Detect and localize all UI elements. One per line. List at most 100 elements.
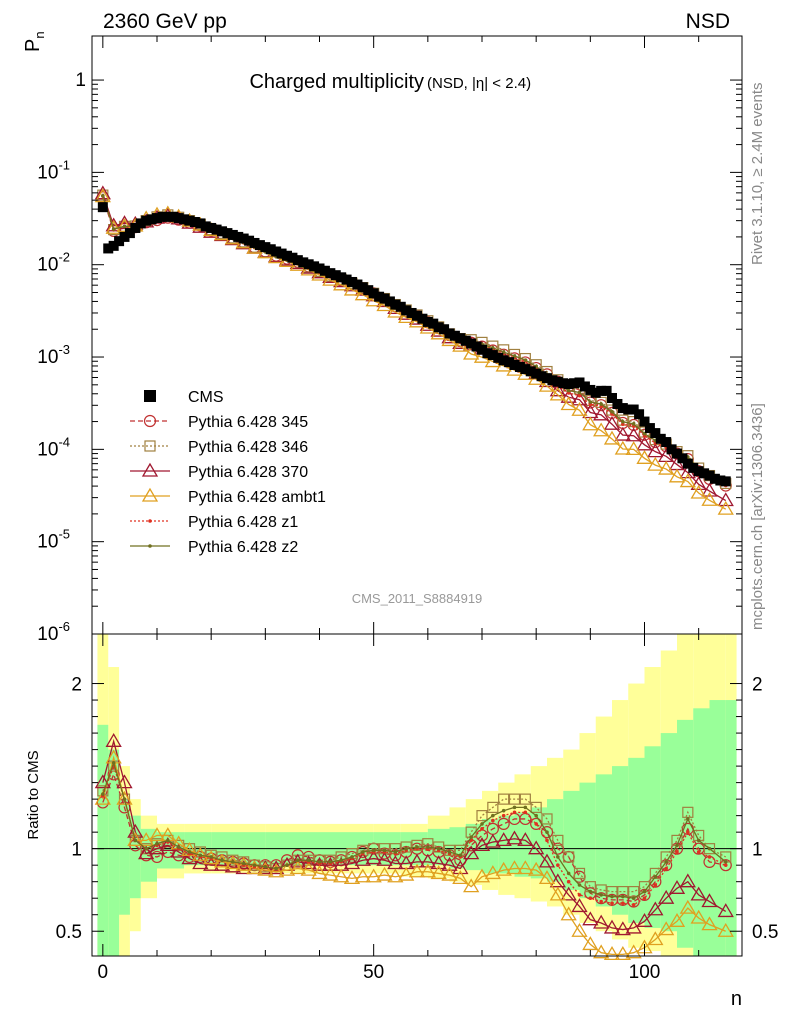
cms-point (108, 240, 119, 251)
ratio-series-marker (519, 793, 531, 805)
cms-point (650, 428, 661, 439)
main-series-2 (94, 185, 734, 507)
main-series-marker (116, 218, 133, 233)
cms-point (531, 368, 542, 379)
ratio-series-marker (588, 889, 593, 894)
ratio-series-marker (495, 832, 512, 847)
uncertainty-band-inner (129, 815, 141, 899)
ratio-series-marker (577, 893, 582, 897)
ratio-series-marker (452, 870, 469, 885)
main-series-marker (571, 401, 588, 416)
ratio-series-marker (647, 901, 664, 916)
cms-point (536, 371, 547, 382)
ratio-series-marker (398, 866, 415, 881)
uncertainty-band-inner (595, 774, 612, 907)
cms-point (525, 366, 536, 377)
uncertainty-band-inner (514, 812, 531, 877)
cms-point (238, 233, 249, 244)
ratio-series-marker (198, 853, 203, 858)
ratio-series-marker (582, 936, 599, 951)
uncertainty-band-inner (108, 749, 120, 956)
uncertainty-band-inner (579, 782, 596, 899)
cms-point (715, 475, 726, 486)
cms-point (569, 378, 580, 389)
main-series-marker (523, 358, 528, 362)
cms-point (428, 318, 439, 329)
cms-point (704, 470, 715, 481)
beam-label: 2360 GeV pp (103, 10, 227, 33)
main-series-marker (566, 388, 571, 393)
cms-point (514, 361, 525, 372)
ratio-series-marker (127, 823, 144, 838)
main-series-marker (717, 500, 734, 515)
ratio-series-marker (523, 805, 528, 810)
cms-point (688, 462, 699, 473)
ratio-series-marker (501, 813, 506, 818)
ratio-ytick-label-right: 0.5 (752, 922, 778, 943)
ratio-series-marker (289, 860, 306, 875)
ratio-series-marker (148, 827, 166, 842)
ratio-series-marker (170, 843, 187, 858)
cms-point (341, 274, 352, 285)
legend-marker (148, 519, 152, 523)
ratio-xtick-label: 100 (629, 962, 661, 983)
cms-point (260, 242, 271, 253)
main-series-marker (614, 426, 631, 441)
ratio-series-marker (517, 832, 534, 847)
cms-point (563, 379, 574, 390)
mcplots-ref-text: mcplots.cern.ch [arXiv:1306.3436] (749, 403, 766, 630)
ratio-series-marker (361, 850, 365, 854)
ratio-series-marker (333, 868, 350, 883)
ratio-series-marker (534, 813, 538, 818)
ratio-series-marker (528, 840, 545, 855)
legend-marker (148, 544, 152, 548)
ratio-series-marker (621, 894, 625, 899)
ratio-series-marker (181, 850, 198, 865)
cms-point (433, 322, 444, 333)
ratio-series-marker (538, 870, 556, 885)
ratio-series-marker (480, 822, 484, 826)
ratio-series-marker (631, 903, 636, 907)
ratio-series-marker (476, 810, 488, 822)
ratio-series-marker (227, 854, 239, 866)
cms-point (672, 448, 682, 459)
ratio-series-marker (556, 855, 560, 859)
cms-point (471, 341, 482, 352)
main-ytick-label: 10-4 (37, 434, 70, 460)
main-series-marker (588, 400, 593, 404)
main-series-marker (679, 473, 696, 488)
ratio-series-marker (274, 866, 278, 871)
ratio-xtick-label: 0 (98, 962, 109, 983)
cms-point (390, 299, 401, 310)
ratio-series-marker (686, 830, 690, 834)
ratio-series-marker (664, 860, 668, 864)
ratio-series-marker (365, 850, 382, 865)
main-series-marker (116, 215, 133, 230)
cms-point (720, 476, 731, 487)
cms-point (292, 255, 303, 266)
uncertainty-band-inner (482, 818, 499, 874)
cms-point (487, 350, 498, 361)
ratio-series-marker (376, 851, 393, 866)
main-series-marker (647, 456, 664, 471)
cms-point (276, 248, 287, 259)
ratio-series-marker (686, 817, 690, 821)
cms-point (455, 333, 466, 344)
cms-point (498, 355, 509, 366)
ratio-series-marker (675, 843, 679, 848)
ratio-series-marker (350, 855, 354, 859)
cms-point (601, 385, 612, 396)
ratio-series-marker (541, 813, 553, 825)
ratio-series-marker (300, 861, 317, 876)
ratio-series-marker (94, 790, 111, 805)
ratio-series-marker (647, 931, 664, 946)
cms-point (282, 250, 292, 261)
main-series-marker (94, 188, 111, 203)
main-series-marker (593, 406, 610, 421)
ratio-series-marker (487, 801, 499, 813)
ratio-series-marker (717, 903, 734, 918)
ratio-series-marker (484, 833, 501, 848)
cms-point (644, 423, 655, 434)
ratio-series-marker (430, 865, 447, 880)
cms-point (655, 433, 666, 444)
